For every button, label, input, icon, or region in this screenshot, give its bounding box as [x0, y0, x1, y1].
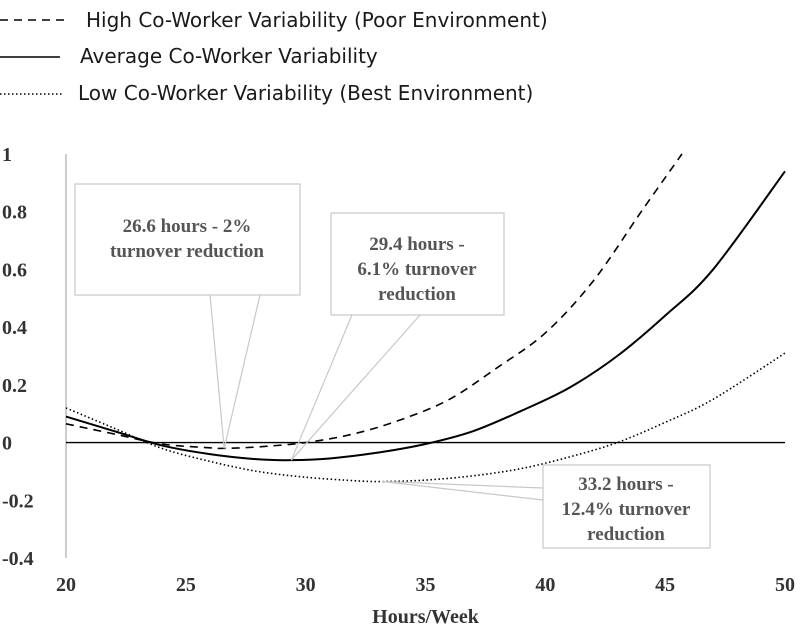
legend: High Co-Worker Variability (Poor Environ…	[0, 8, 548, 105]
annotation-text: 6.1% turnover	[357, 259, 477, 280]
legend-entry-low: Low Co-Worker Variability (Best Environm…	[0, 81, 533, 105]
x-tick-label: 20	[56, 574, 76, 596]
annotations: 26.6 hours - 2% turnover reduction 29.4 ho…	[74, 183, 711, 549]
x-tick-label: 35	[416, 574, 436, 596]
y-tick-label: 0	[2, 433, 12, 455]
legend-label: High Co-Worker Variability (Poor Environ…	[86, 8, 548, 32]
y-tick-label: 0.4	[2, 317, 27, 339]
annotation-box	[330, 212, 505, 316]
annotation-text: reduction	[378, 284, 456, 305]
y-tick-labels: 1 0.8 0.6 0.4 0.2 0 -0.2 -0.4	[2, 144, 34, 570]
annotation-text: 26.6 hours - 2%	[123, 216, 252, 237]
annotation-text: 33.2 hours -	[578, 474, 674, 495]
annotation-leader	[382, 480, 544, 501]
series-line-high-variability	[65, 153, 683, 450]
y-tick-label: -0.2	[2, 490, 34, 512]
legend-label: Low Co-Worker Variability (Best Environm…	[78, 81, 533, 105]
legend-entry-high: High Co-Worker Variability (Poor Environ…	[0, 8, 548, 32]
annotation-callout: 33.2 hours - 12.4% turnover reduction	[382, 464, 711, 549]
y-tick-label: 0.6	[2, 259, 27, 281]
x-tick-labels: 20 25 30 35 40 45 50	[56, 574, 795, 596]
x-tick-label: 40	[535, 574, 555, 596]
legend-label: Average Co-Worker Variability	[80, 44, 378, 68]
x-tick-label: 25	[176, 574, 196, 596]
annotation-text: 12.4% turnover	[562, 499, 691, 520]
series-line-low-variability	[65, 352, 786, 483]
y-tick-label: 1	[2, 144, 12, 166]
annotation-leader	[290, 314, 421, 461]
series-layer	[65, 153, 786, 483]
x-tick-label: 45	[655, 574, 675, 596]
legend-entry-average: Average Co-Worker Variability	[0, 44, 378, 68]
series-line-average-variability	[65, 170, 786, 462]
x-tick-label: 30	[296, 574, 316, 596]
y-tick-label: 0.8	[2, 202, 27, 224]
annotation-callout: 26.6 hours - 2% turnover reduction	[74, 183, 301, 449]
annotation-leader	[209, 294, 261, 449]
axes	[65, 154, 785, 558]
y-tick-label: 0.2	[2, 375, 27, 397]
annotation-box	[542, 464, 711, 549]
y-tick-label: -0.4	[2, 548, 34, 570]
annotation-text: 29.4 hours -	[369, 234, 465, 255]
annotation-text: reduction	[587, 524, 665, 545]
annotation-box	[74, 183, 301, 296]
x-axis-label: Hours/Week	[372, 606, 480, 628]
x-tick-label: 50	[775, 574, 795, 596]
annotation-callout: 29.4 hours - 6.1% turnover reduction	[290, 212, 505, 461]
annotation-text: turnover reduction	[110, 241, 264, 262]
